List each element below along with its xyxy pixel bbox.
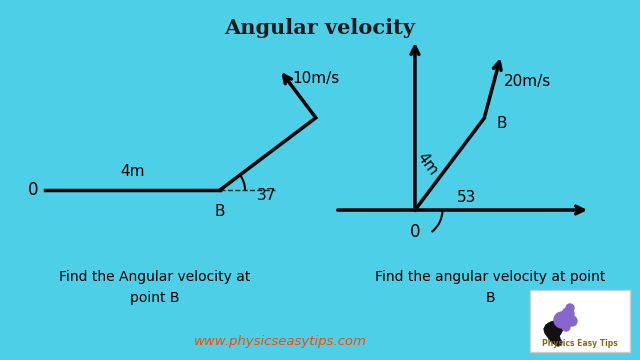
Circle shape (566, 304, 574, 312)
Text: Physics Easy Tips: Physics Easy Tips (542, 339, 618, 348)
Text: 0: 0 (28, 181, 38, 199)
Polygon shape (544, 321, 563, 346)
Text: 4m: 4m (414, 150, 441, 178)
Text: B: B (497, 116, 508, 131)
Text: 37: 37 (257, 188, 276, 202)
Text: Find the Angular velocity at
point B: Find the Angular velocity at point B (60, 270, 251, 305)
Text: 20m/s: 20m/s (504, 74, 551, 89)
Text: 0: 0 (410, 223, 420, 241)
Text: 53: 53 (458, 190, 477, 206)
Circle shape (562, 323, 570, 331)
Text: www.physicseasytips.com: www.physicseasytips.com (193, 336, 367, 348)
Bar (530, 290, 630, 352)
Circle shape (562, 308, 574, 320)
Text: 4m: 4m (120, 165, 145, 180)
Text: 10m/s: 10m/s (292, 71, 339, 86)
Text: Find the angular velocity at point
B: Find the angular velocity at point B (375, 270, 605, 305)
Circle shape (554, 312, 570, 328)
Text: Angular velocity: Angular velocity (225, 18, 415, 38)
Circle shape (567, 316, 577, 326)
Text: B: B (215, 204, 225, 220)
